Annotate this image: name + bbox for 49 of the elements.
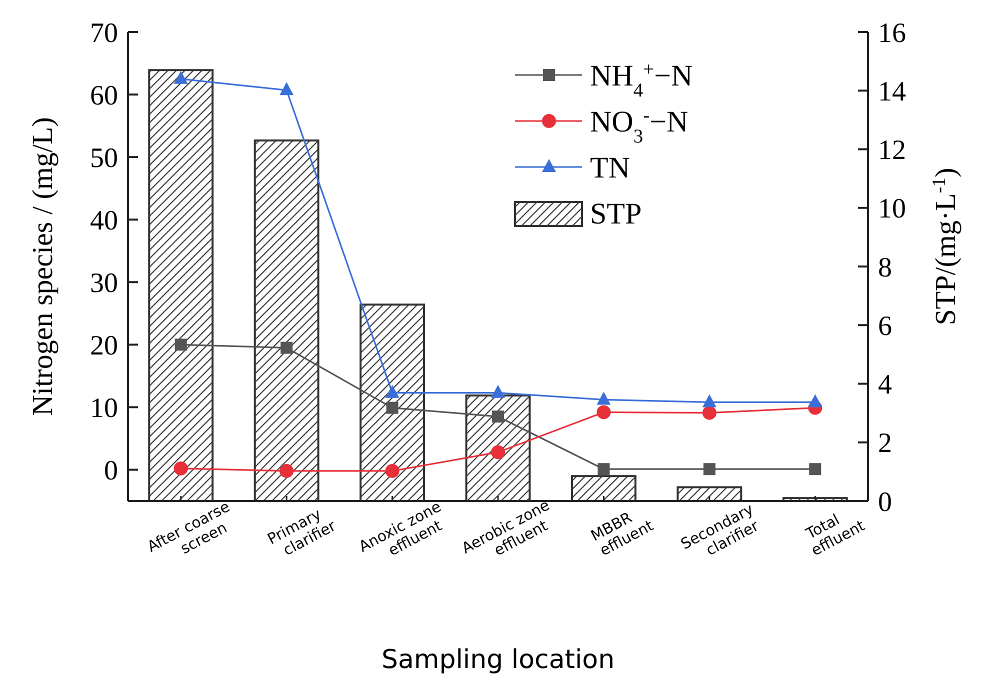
point — [491, 445, 505, 460]
x-axis-title: Sampling location — [381, 645, 615, 675]
legend-label: NO$_{3}$$^{-}$−N — [590, 105, 688, 147]
y-tick-label: 50 — [90, 142, 118, 174]
point — [703, 463, 716, 476]
y-tick-label: 40 — [90, 205, 118, 236]
point — [280, 342, 293, 354]
y2-tick-label: 0 — [878, 486, 892, 518]
y-tick-label: 10 — [90, 393, 118, 424]
point — [386, 402, 398, 414]
point — [174, 461, 188, 476]
point — [492, 410, 504, 423]
bar — [148, 69, 214, 502]
point — [491, 384, 505, 398]
y-tick-label: 0 — [104, 456, 118, 487]
bar — [465, 394, 531, 502]
y2-tick-label: 12 — [878, 135, 906, 166]
point — [385, 384, 400, 398]
point — [702, 394, 716, 408]
point — [174, 338, 187, 351]
y-tick-label: 70 — [90, 18, 118, 49]
y2-tick-label: 2 — [878, 428, 892, 460]
y2-tick-label: 16 — [878, 18, 906, 49]
y2-tick-label: 4 — [878, 370, 892, 401]
y2-tick-label: 10 — [878, 194, 906, 225]
bar — [571, 475, 636, 502]
y-tick-label: 20 — [90, 330, 118, 362]
point — [702, 406, 716, 420]
y-tick-label: 30 — [90, 268, 118, 299]
bar — [360, 304, 425, 502]
point — [174, 70, 188, 84]
point — [385, 464, 400, 478]
y2-tick-label: 8 — [878, 252, 892, 284]
legend-label: TN — [590, 152, 630, 184]
point — [808, 394, 822, 408]
bar — [676, 486, 742, 502]
legend-label: STP — [590, 198, 642, 230]
y2-tick-label: 6 — [878, 310, 892, 342]
y2-tick-label: 14 — [878, 76, 906, 108]
point — [596, 392, 611, 405]
y-axis-title: Nitrogen species / (mg/L) — [27, 117, 59, 416]
point — [280, 464, 294, 478]
point — [596, 405, 611, 420]
legend-label: NH$_{4}$$^{+}$−N — [590, 59, 693, 101]
point — [598, 463, 610, 476]
bar — [254, 139, 320, 502]
point — [280, 82, 294, 96]
point — [809, 463, 822, 476]
y-tick-label: 60 — [90, 80, 118, 112]
